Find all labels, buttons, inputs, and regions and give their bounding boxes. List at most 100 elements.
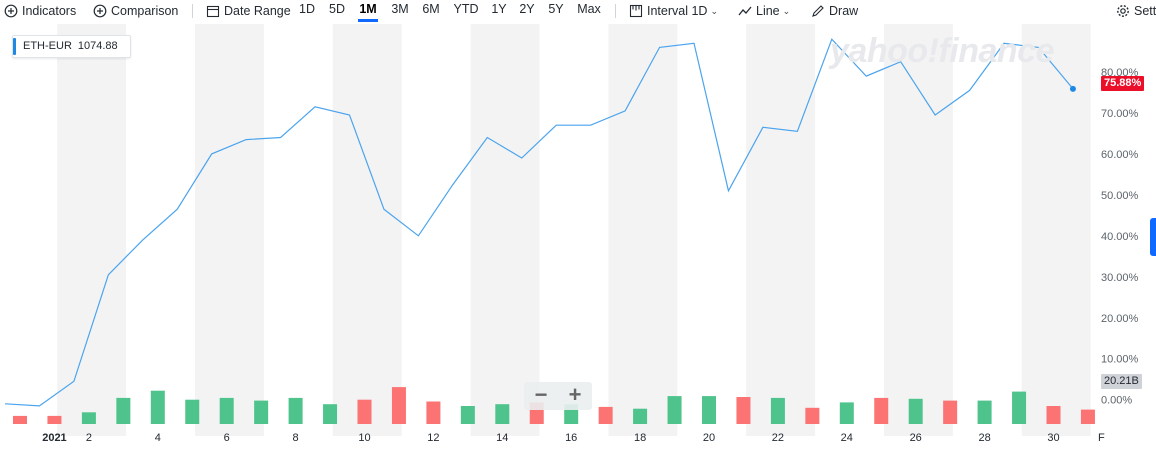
- range-5d-button[interactable]: 5D: [329, 2, 345, 16]
- x-tick-label: 28: [978, 432, 990, 444]
- range-1y-button[interactable]: 1Y: [491, 2, 507, 16]
- x-tick-label: 4: [155, 432, 161, 444]
- x-tick-label: 26: [910, 432, 922, 444]
- volume-bar: [150, 390, 165, 424]
- volume-bar: [1046, 406, 1061, 424]
- zoom-out-button[interactable]: −: [534, 382, 548, 407]
- volume-bar: [391, 387, 406, 424]
- chart-toolbar: Indicators Comparison Date Range 1D 5D 1…: [0, 0, 1156, 22]
- x-tick-label: 2021: [42, 432, 66, 444]
- x-tick-label: 10: [358, 432, 370, 444]
- y-tick-label: 30.00%: [1101, 272, 1139, 284]
- volume-bar: [1012, 391, 1027, 424]
- x-tick-label: 24: [841, 432, 853, 444]
- x-tick-label: 22: [772, 432, 784, 444]
- y-tick-label: 70.00%: [1101, 108, 1139, 120]
- indicators-button[interactable]: Indicators: [4, 2, 76, 20]
- volume-bar: [185, 399, 200, 424]
- background-band: [57, 24, 127, 436]
- settings-label: Sett: [1134, 4, 1156, 18]
- range-ytd-button[interactable]: YTD: [453, 2, 479, 16]
- settings-button[interactable]: Sett: [1116, 2, 1156, 20]
- y-tick-label: 80.00%: [1101, 67, 1139, 79]
- y-tick-label: 50.00%: [1101, 190, 1139, 202]
- volume-bar: [874, 397, 889, 424]
- symbol-price: 1074.88: [77, 40, 118, 52]
- draw-label: Draw: [829, 4, 859, 18]
- interval-dropdown[interactable]: Interval 1D ⌄: [629, 2, 718, 20]
- symbol-name: ETH-EUR: [23, 40, 72, 52]
- gear-icon: [1117, 5, 1129, 17]
- volume-bar: [495, 404, 510, 424]
- toolbar-divider: [615, 4, 616, 18]
- y-tick-label: 60.00%: [1101, 149, 1139, 161]
- y-tick-label: 40.00%: [1101, 231, 1139, 243]
- panel-handle[interactable]: [1150, 218, 1156, 256]
- plus-circle-icon: [93, 4, 107, 18]
- volume-bar: [943, 400, 958, 424]
- x-tick-label: 2: [86, 432, 92, 444]
- date-range-label: Date Range: [224, 4, 291, 18]
- chevron-down-icon: ⌄: [710, 5, 719, 16]
- ruler-icon: [629, 4, 643, 18]
- pencil-icon: [812, 5, 824, 17]
- line-chart-icon: [738, 6, 752, 16]
- volume-bar: [736, 397, 751, 424]
- plus-circle-icon: [4, 4, 18, 18]
- interval-label: Interval: [647, 4, 688, 18]
- zoom-in-button[interactable]: +: [568, 382, 582, 407]
- calendar-icon: [206, 5, 220, 18]
- background-band: [470, 24, 540, 436]
- interval-value: 1D: [691, 4, 708, 18]
- chevron-down-icon: ⌄: [782, 5, 791, 16]
- indicators-label: Indicators: [22, 4, 77, 18]
- x-tick-label: 16: [565, 432, 577, 444]
- range-max-button[interactable]: Max: [577, 2, 601, 16]
- volume-bar: [323, 404, 338, 424]
- range-1m-button[interactable]: 1M: [358, 2, 378, 22]
- x-tick-label: 14: [496, 432, 508, 444]
- y-tick-label: 20.00%: [1101, 313, 1139, 325]
- x-tick-label: 8: [293, 432, 299, 444]
- volume-bar: [81, 412, 96, 424]
- volume-bar: [1080, 409, 1095, 424]
- yahoo-finance-watermark: yahoo!finance: [830, 32, 1054, 70]
- date-range-button[interactable]: Date Range: [206, 2, 291, 20]
- x-tick-label: F: [1098, 432, 1105, 444]
- volume-bar: [770, 397, 785, 424]
- range-3m-button[interactable]: 3M: [391, 2, 409, 16]
- x-tick-label: 20: [703, 432, 715, 444]
- x-tick-label: 6: [224, 432, 230, 444]
- volume-bar: [839, 402, 854, 424]
- comparison-button[interactable]: Comparison: [93, 2, 178, 20]
- chart-type-label: Line: [756, 4, 780, 18]
- comparison-label: Comparison: [111, 4, 179, 18]
- price-chart[interactable]: 0.00% 10.00% 20.00% 30.00% 40.00% 50.00% 60.00…: [0, 24, 1156, 451]
- volume-bar: [254, 400, 269, 424]
- volume-bar: [13, 415, 27, 424]
- range-5y-button[interactable]: 5Y: [548, 2, 564, 16]
- background-band: [608, 24, 678, 436]
- volume-bar: [908, 398, 923, 424]
- x-tick-label: 12: [427, 432, 439, 444]
- y-tick-label: 10.00%: [1101, 354, 1139, 366]
- last-point-marker: [1069, 85, 1076, 92]
- volume-bar: [460, 406, 475, 424]
- x-tick-label: 18: [634, 432, 646, 444]
- background-band: [746, 24, 816, 436]
- volume-bar: [219, 397, 234, 424]
- range-1d-button[interactable]: 1D: [299, 2, 315, 16]
- range-2y-button[interactable]: 2Y: [519, 2, 535, 16]
- zoom-controls: − +: [524, 382, 592, 410]
- volume-bar: [116, 397, 131, 424]
- chart-type-dropdown[interactable]: Line ⌄: [738, 2, 790, 20]
- last-value-tag: 75.88%: [1101, 76, 1145, 91]
- range-6m-button[interactable]: 6M: [422, 2, 440, 16]
- draw-button[interactable]: Draw: [811, 2, 858, 20]
- background-band: [883, 24, 953, 436]
- x-tick-label: 30: [1047, 432, 1059, 444]
- volume-bar: [426, 401, 441, 424]
- symbol-legend[interactable]: ETH-EUR 1074.88: [12, 35, 131, 58]
- volume-bar: [977, 400, 992, 424]
- volume-bar: [702, 396, 716, 424]
